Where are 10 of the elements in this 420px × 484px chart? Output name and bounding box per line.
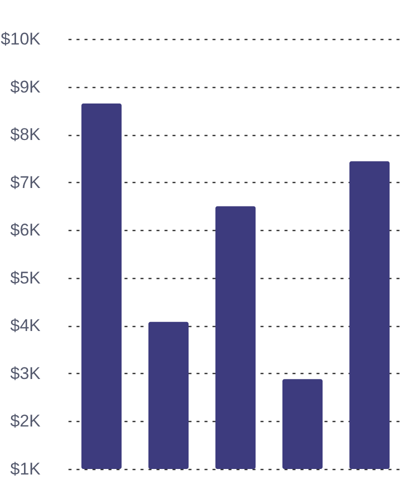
y-tick-label: $9K bbox=[10, 77, 42, 96]
y-tick-label: $3K bbox=[10, 364, 42, 383]
y-tick-label: $1K bbox=[10, 460, 42, 478]
y-tick-label: $5K bbox=[10, 268, 42, 288]
y-tick-label: $6K bbox=[10, 220, 42, 240]
y-tick-label: $2K bbox=[10, 412, 42, 431]
y-tick-label: $4K bbox=[10, 316, 42, 336]
y-tick-label: $10K bbox=[0, 30, 42, 48]
y-tick-label: $8K bbox=[10, 125, 42, 144]
y-tick-label: $7K bbox=[10, 172, 42, 192]
